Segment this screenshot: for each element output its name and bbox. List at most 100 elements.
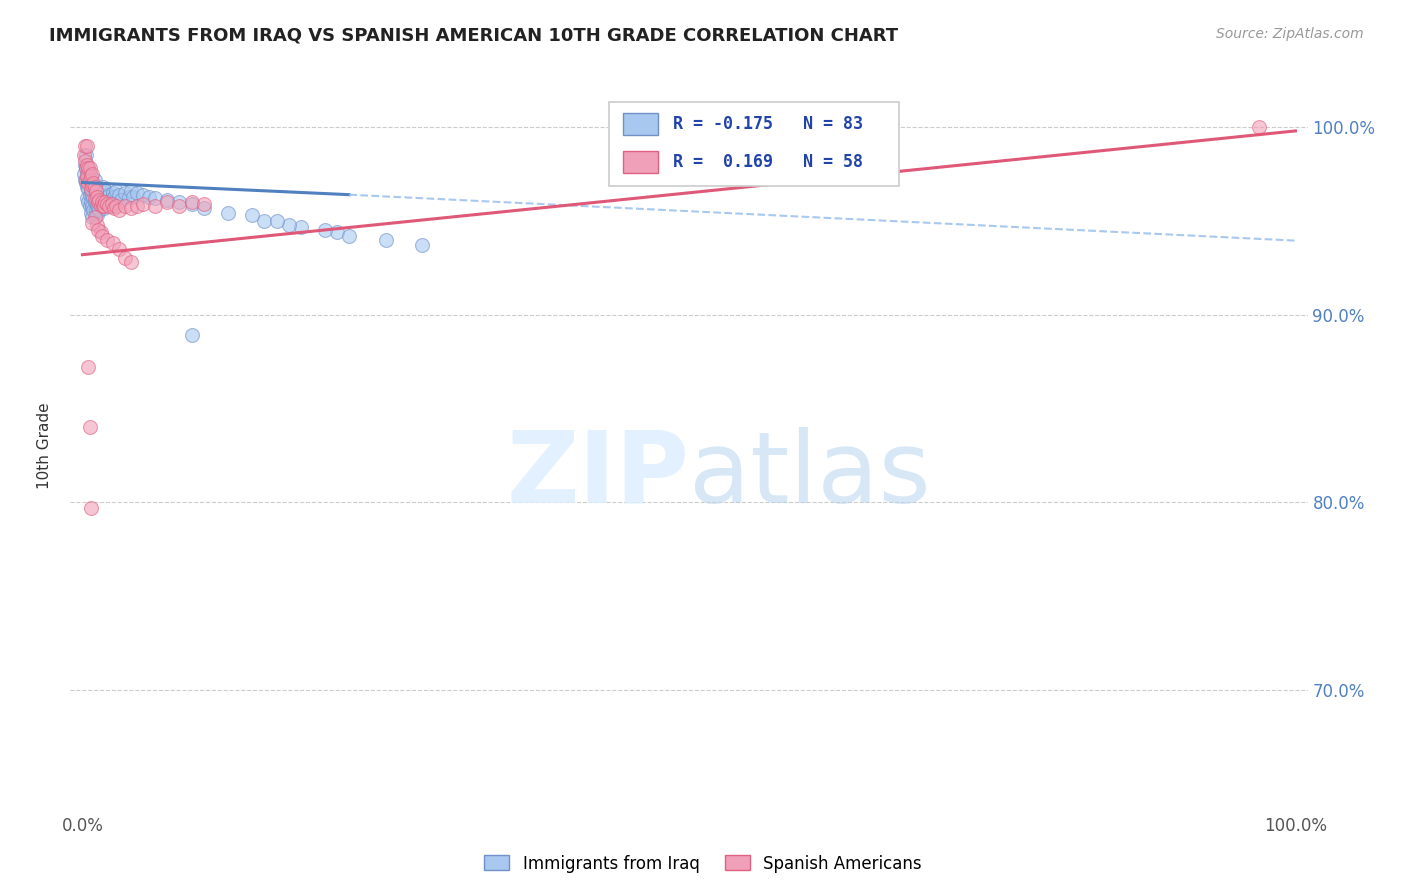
Point [86,189,108,203]
Point [91,199,114,213]
Point [253,214,276,228]
Point [138,189,160,203]
Point [1247,120,1270,135]
Point [94,195,117,210]
FancyBboxPatch shape [623,113,658,136]
Point [101,186,124,200]
Point [80,500,103,515]
Point [98,187,121,202]
Point [374,233,396,247]
Point [90,195,112,210]
Point [277,218,299,232]
Point [79,199,101,213]
Point [79,161,101,176]
Point [76,167,98,181]
Point [90,229,112,244]
Point [143,199,166,213]
Point [87,195,110,210]
FancyBboxPatch shape [609,103,900,186]
Point [169,199,191,213]
Text: Source: ZipAtlas.com: Source: ZipAtlas.com [1216,27,1364,41]
Point [83,184,105,198]
Point [193,201,215,215]
Point [76,169,98,183]
Point [180,328,202,343]
Point [79,187,101,202]
Point [73,158,96,172]
Text: ZIP: ZIP [506,426,689,524]
Point [77,172,100,186]
Point [80,182,103,196]
Point [82,180,104,194]
Point [326,225,349,239]
Point [217,206,239,220]
Point [132,197,155,211]
Point [193,197,215,211]
Point [80,195,103,210]
Point [87,223,110,237]
Point [105,184,128,198]
Point [101,236,124,251]
Point [93,199,115,213]
Point [72,167,94,181]
Point [73,172,96,186]
Point [73,139,96,153]
Point [83,191,105,205]
Point [103,189,125,203]
Point [79,172,101,186]
Text: R =  0.169   N = 58: R = 0.169 N = 58 [673,153,863,171]
Point [82,177,104,191]
Point [103,201,125,215]
Point [82,177,104,191]
Point [77,161,100,176]
Point [86,218,108,232]
Point [77,177,100,191]
Point [108,202,131,217]
Point [87,201,110,215]
Point [180,195,202,210]
Point [108,242,131,256]
Point [79,420,101,434]
Point [75,148,97,162]
Point [96,233,118,247]
Point [337,229,360,244]
Point [169,195,191,210]
Point [76,158,98,172]
Point [82,216,104,230]
Point [82,202,104,217]
Point [93,191,115,205]
Point [86,208,108,222]
Point [84,184,107,198]
Point [156,194,179,208]
Point [90,187,112,202]
Text: atlas: atlas [689,426,931,524]
Point [290,219,312,234]
Point [240,208,263,222]
Point [75,161,97,176]
Point [82,191,104,205]
Point [156,195,179,210]
Point [125,199,148,213]
Point [93,201,115,215]
Point [80,206,103,220]
Point [90,184,112,198]
Point [76,191,98,205]
Point [80,172,103,186]
Point [83,172,105,186]
Point [90,225,112,239]
Point [77,195,100,210]
Point [75,161,97,176]
Point [84,180,107,194]
Point [114,186,136,200]
Point [125,186,148,200]
FancyBboxPatch shape [623,152,658,173]
Point [114,199,136,213]
Point [77,182,100,196]
Point [314,223,336,237]
Point [82,178,104,193]
Point [91,180,114,194]
Point [180,197,202,211]
Point [143,191,166,205]
Point [117,189,139,203]
Point [84,202,107,217]
